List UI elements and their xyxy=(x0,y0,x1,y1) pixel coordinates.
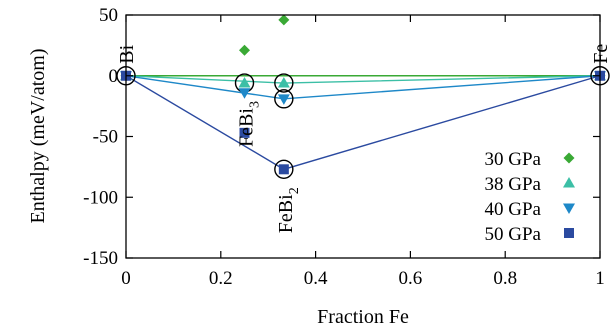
legend-label-38-gpa: 38 GPa xyxy=(485,174,542,195)
point-40-gpa xyxy=(277,94,290,105)
composition-labels: Bi Fe FeBi3 FeBi2 xyxy=(116,44,612,234)
legend-label-30-gpa: 30 GPa xyxy=(485,149,542,170)
legend-marker-38-gpa xyxy=(563,177,575,188)
point-38-gpa xyxy=(277,77,290,88)
x-tick-label: 0.4 xyxy=(304,268,328,289)
x-tick-label: 0 xyxy=(121,268,131,289)
y-tick-label: -100 xyxy=(83,187,118,208)
stable-point-circle xyxy=(274,73,294,93)
legend-label-50-gpa: 50 GPa xyxy=(485,224,542,245)
x-tick-label: 0.2 xyxy=(209,268,233,289)
legend: 30 GPa 38 GPa 40 GPa 50 GPa xyxy=(485,149,575,245)
point-40-gpa xyxy=(238,88,251,99)
point-30-gpa xyxy=(278,14,290,26)
stable-point-circle xyxy=(274,89,294,109)
x-axis-ticks: 0 0.2 0.4 0.6 0.8 1 xyxy=(121,15,605,289)
y-axis-title: Enthalpy (meV/atom) xyxy=(27,49,49,224)
y-tick-label: -50 xyxy=(93,127,118,148)
x-axis-title: Fraction Fe xyxy=(317,306,409,328)
point-50-gpa xyxy=(239,127,250,138)
legend-label-40-gpa: 40 GPa xyxy=(485,199,542,220)
x-tick-label: 0.6 xyxy=(399,268,423,289)
y-tick-label: 0 xyxy=(109,66,119,87)
stable-point-circles xyxy=(116,66,610,180)
legend-marker-50-gpa xyxy=(564,228,574,238)
label-febi3: FeBi3 xyxy=(236,101,263,147)
label-bi: Bi xyxy=(116,44,138,63)
point-30-gpa xyxy=(239,44,250,56)
legend-marker-30-gpa xyxy=(563,152,575,164)
stable-point-circle xyxy=(274,159,294,180)
label-fe: Fe xyxy=(590,44,612,64)
x-tick-label: 1 xyxy=(595,268,605,289)
point-50-gpa xyxy=(278,164,289,175)
y-tick-label: 50 xyxy=(99,5,118,26)
point-38-gpa xyxy=(238,77,251,88)
y-axis-ticks: -150 -100 -50 0 50 xyxy=(83,5,600,269)
legend-marker-40-gpa xyxy=(563,203,575,214)
label-febi2: FeBi2 xyxy=(275,187,302,233)
x-tick-label: 0.8 xyxy=(493,268,517,289)
y-tick-label: -150 xyxy=(83,248,118,269)
